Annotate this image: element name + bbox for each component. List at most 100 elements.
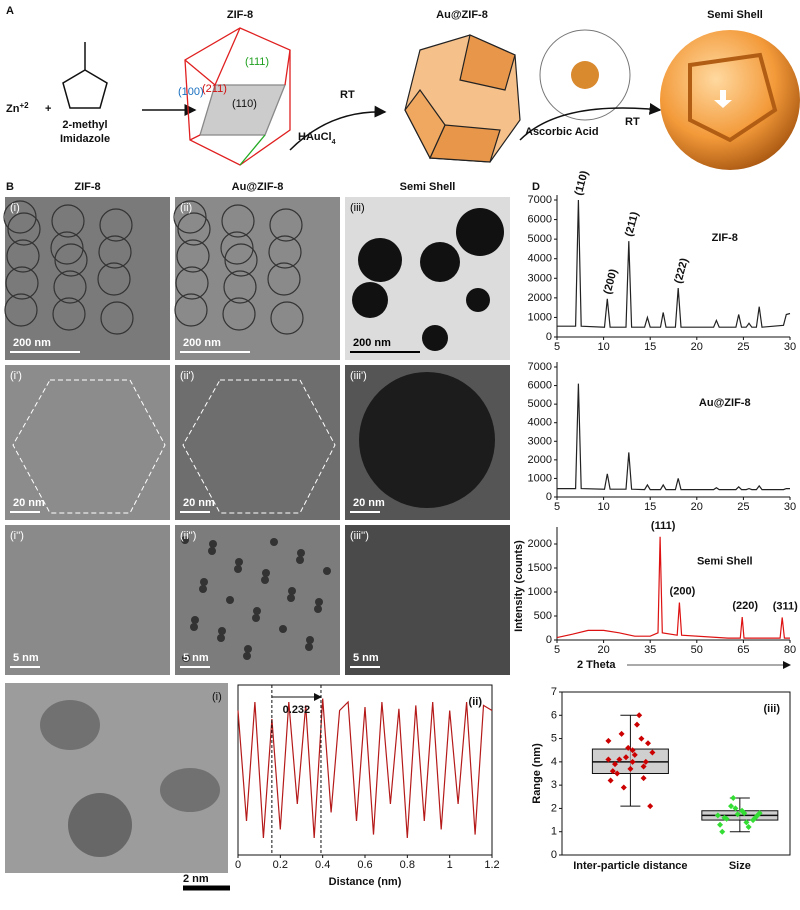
particle (269, 208, 303, 242)
peak-label: (111) (651, 520, 676, 532)
nanoparticle (209, 540, 217, 548)
y-tick-label: 1500 (528, 562, 552, 574)
nanoparticle (181, 536, 189, 544)
data-point (623, 754, 629, 761)
data-point (642, 758, 649, 765)
particle (175, 266, 209, 300)
category-label: Size (729, 860, 751, 872)
nanoparticle (199, 585, 207, 593)
x-tick-label: 25 (737, 501, 749, 513)
tile-tag: (i'') (10, 530, 24, 542)
nanoparticle (235, 558, 243, 566)
tile-tag: (ii') (180, 370, 194, 382)
column-header: Au@ZIF-8 (232, 181, 284, 193)
data-point (616, 756, 623, 763)
x-tick-label: 0.8 (400, 859, 415, 871)
nanoparticle (217, 634, 225, 642)
data-point (627, 765, 634, 772)
micrograph (175, 525, 340, 675)
facet-label: (110) (232, 98, 257, 110)
particle (54, 243, 88, 277)
data-line (556, 536, 790, 639)
y-tick-label: 1000 (528, 311, 552, 323)
particle (7, 212, 41, 246)
x-tick-label: 20 (597, 644, 609, 656)
linker-name: Imidazole (60, 133, 110, 145)
panel-label: B (6, 181, 14, 193)
particle (358, 238, 402, 282)
data-point (629, 747, 636, 754)
x-tick-label: 30 (784, 501, 796, 513)
nanoparticle (182, 654, 190, 662)
data-point (640, 763, 647, 770)
data-point (618, 730, 625, 737)
micrograph (175, 365, 340, 520)
micrograph (5, 525, 170, 675)
data-point (620, 784, 627, 791)
particle (220, 231, 254, 265)
data-point (732, 805, 739, 812)
y-tick-label: 5000 (528, 233, 552, 245)
panel-label: D (532, 181, 540, 193)
nanoparticle (243, 652, 251, 660)
data-line (557, 383, 790, 491)
data-point (728, 803, 735, 810)
data-line (557, 199, 791, 328)
micrograph (175, 197, 340, 360)
nanoparticle (208, 547, 216, 555)
tile-tag: (iii') (350, 370, 367, 382)
panel-label: A (6, 5, 14, 17)
column-header: ZIF-8 (74, 181, 100, 193)
arrow (519, 102, 662, 141)
peak-label: (110) (573, 169, 591, 197)
micrograph (345, 525, 510, 675)
particle (51, 204, 85, 238)
y-tick-label: 1000 (528, 472, 552, 484)
y-tick-label: 2000 (528, 538, 552, 550)
data-point (640, 775, 647, 782)
scale-label: 200 nm (353, 337, 391, 349)
y-tick-label: 3000 (528, 435, 552, 447)
y-tick-label: 6000 (528, 214, 552, 226)
x-tick-label: 10 (597, 341, 609, 353)
nanoparticle (287, 594, 295, 602)
nanoparticle (226, 596, 234, 604)
y-tick-label: 5 (551, 733, 557, 745)
y-tick-label: 0 (546, 491, 552, 503)
data-point (647, 803, 654, 810)
category-label: Inter-particle distance (573, 860, 687, 872)
reagent-main: HAuCl (298, 131, 332, 143)
tile-tag: (ii) (180, 202, 192, 214)
particle (52, 297, 86, 331)
peak-label: (200) (602, 267, 620, 295)
peak-label: (222) (672, 257, 690, 285)
y-tick-label: 4 (551, 756, 557, 768)
plot-frame (561, 691, 791, 856)
x-tick-label: 1 (447, 859, 453, 871)
facet-label: (100) (178, 86, 204, 98)
nanoparticle (305, 643, 313, 651)
tile-tag: (i') (10, 370, 22, 382)
panel-a: A Zn+2 + 2-methyl Imidazole ZIF-8 (100) … (6, 5, 800, 170)
particle (5, 266, 39, 300)
y-tick-label: 2 (551, 802, 557, 814)
scale-label: 2 nm (183, 873, 209, 885)
arrow (289, 105, 387, 151)
scale-label: 5 nm (13, 652, 39, 664)
particle (99, 208, 133, 242)
condition: RT (340, 89, 355, 101)
panel-c-image (5, 683, 228, 873)
micrograph (5, 197, 170, 360)
chart-title: Semi Shell (697, 555, 753, 567)
x-tick-label: 15 (644, 341, 656, 353)
y-tick-label: 3 (551, 779, 557, 791)
data-point (741, 810, 748, 817)
data-point (629, 758, 636, 765)
y-tick-label: 3000 (528, 272, 552, 284)
y-tick-label: 5000 (528, 398, 552, 410)
x-tick-label: 5 (554, 341, 560, 353)
data-point (631, 751, 638, 758)
data-point (730, 794, 737, 801)
particle (176, 239, 210, 273)
